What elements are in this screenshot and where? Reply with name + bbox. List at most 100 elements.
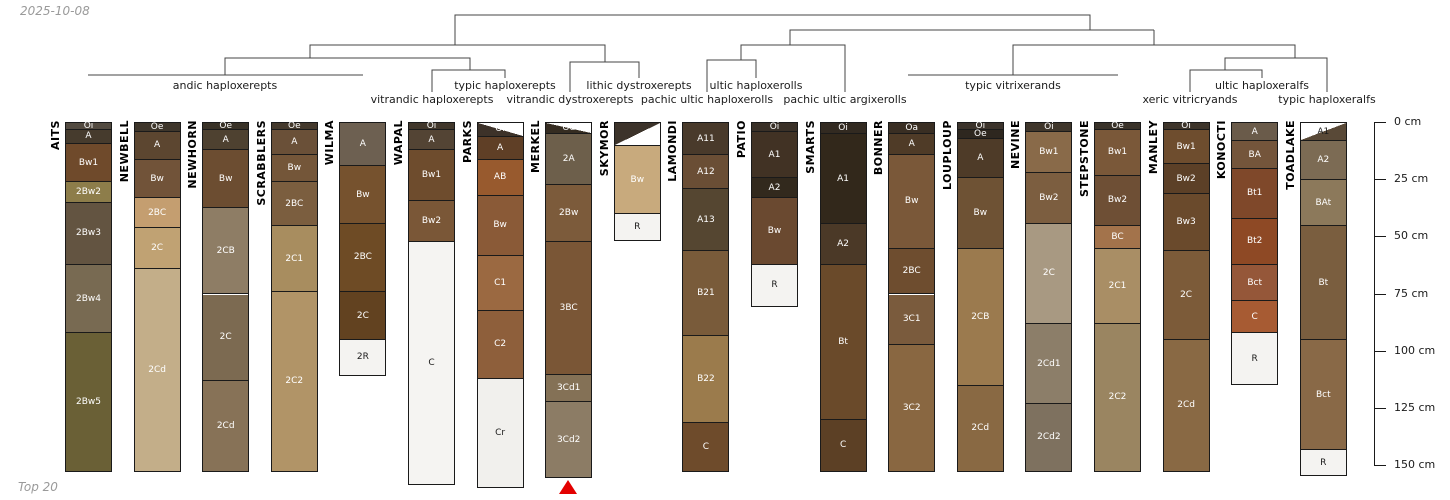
column-name-merkel: MERKEL	[529, 120, 543, 173]
horizon-2Bw3: 2Bw3	[66, 203, 111, 265]
horizon-C: C	[683, 422, 729, 471]
horizon-label: Bt2	[1246, 236, 1263, 247]
dendrogram	[88, 14, 1328, 92]
soil-column-wilma: A Bw 2BC 2C 2R	[339, 122, 387, 376]
horizon-label: 2C	[1042, 268, 1055, 279]
soil-column-newhorn: Oe A Bw 2CB 2C 2Cd	[202, 121, 250, 472]
horizon-label: Oi	[769, 122, 780, 133]
horizon-label: A	[85, 131, 92, 142]
horizon-A: A	[957, 139, 1003, 178]
horizon-A: A	[134, 132, 180, 160]
horizon-Oe: Oe	[546, 123, 592, 135]
horizon-label: A1	[837, 173, 850, 184]
horizon-A1: A1	[752, 132, 797, 178]
horizon-2BC: 2BC	[889, 248, 935, 295]
horizon-2Bw4: 2Bw4	[66, 264, 111, 334]
horizon-label: A2	[768, 182, 781, 193]
horizon-label: R	[634, 222, 641, 233]
soil-column-wapal: Oi A Bw1 Bw2 C	[408, 121, 455, 486]
horizon-label: 2R	[356, 352, 369, 363]
horizon-2C2: 2C2	[271, 292, 317, 471]
horizon-label: C	[1251, 311, 1258, 322]
horizon-label: Bw2	[1107, 195, 1128, 206]
horizon-A11: A11	[683, 123, 729, 155]
horizon-label: 3BC	[559, 302, 578, 313]
horizon-label: A	[497, 142, 504, 153]
horizon-Bct: Bct	[1232, 264, 1278, 302]
horizon-label: 2C	[356, 310, 369, 321]
horizon-label: Bw	[493, 220, 507, 231]
dendrogram-label: vitrandic haploxerepts	[370, 93, 494, 106]
horizon-label: Bt1	[1246, 188, 1263, 199]
horizon-label: C1	[494, 277, 507, 288]
horizon-Bw1: Bw1	[1026, 132, 1072, 174]
horizon-3Cd2: 3Cd2	[546, 401, 592, 478]
horizon-Bw1: Bw1	[409, 150, 454, 201]
horizon-label: A	[222, 134, 229, 145]
horizon-label: Oe	[150, 122, 164, 133]
horizon-label: 2C	[1180, 290, 1193, 301]
horizon-A: A	[271, 129, 317, 155]
horizon-3C2: 3C2	[889, 344, 935, 471]
horizon-label: Bct	[1247, 277, 1263, 288]
soil-column-louploup: Oi Oe A Bw 2CB 2Cd	[956, 121, 1004, 472]
dendrogram-label: pachic ultic haploxerolls	[640, 93, 774, 106]
horizon-2C1: 2C1	[271, 225, 317, 293]
depth-tick-label: 100 cm	[1394, 343, 1436, 357]
horizon-Oi: Oi	[1163, 121, 1209, 130]
horizon-Oi: Oi	[957, 121, 1003, 130]
depth-tick-label: 25 cm	[1394, 172, 1429, 186]
depth-tick	[1374, 465, 1386, 466]
horizon-C2: C2	[477, 310, 523, 380]
horizon-2BC: 2BC	[271, 182, 317, 226]
horizon-label: Cr	[495, 427, 506, 438]
horizon-Oe: Oe	[134, 122, 180, 133]
column-name-skymor: SKYMOR	[597, 120, 611, 177]
horizon-label: A	[154, 140, 161, 151]
horizon-Oi: Oi	[752, 122, 797, 133]
horizon-label: 2Cd1	[1037, 358, 1061, 369]
depth-tick-label: 75 cm	[1394, 286, 1429, 300]
horizon-3BC: 3BC	[546, 241, 592, 375]
horizon-label: Bw1	[78, 157, 99, 168]
soil-column-konocti: A BA Bt1 Bt2 Bct C R	[1231, 122, 1279, 385]
horizon-2A: 2A	[546, 134, 592, 185]
horizon-label: Oi	[495, 124, 505, 135]
horizon-2CB: 2CB	[957, 248, 1003, 386]
horizon-label: 2Bw4	[76, 293, 101, 304]
soil-column-skymor: Bw R	[613, 122, 661, 241]
horizon-label: Oe	[1111, 120, 1124, 131]
dendrogram-label: vitrandic dystroxerepts	[506, 93, 634, 106]
horizon-Oi: Oi	[1026, 122, 1072, 133]
depth-tick	[1374, 350, 1386, 352]
horizon-label: 2Cd	[216, 420, 235, 431]
horizon-label: Oi	[1044, 122, 1054, 133]
horizon-label: 2C2	[285, 376, 304, 387]
horizon-Bw: Bw	[203, 150, 249, 208]
horizon-Bw2: Bw2	[1095, 175, 1140, 226]
horizon-A: A	[66, 129, 111, 144]
horizon-2C: 2C	[1026, 223, 1072, 325]
horizon-label: A13	[697, 214, 715, 225]
horizon-wedge	[614, 123, 660, 146]
horizon-C: C	[1232, 301, 1278, 334]
horizon-Bt2: Bt2	[1232, 219, 1278, 265]
horizon-label: Bw3	[1176, 216, 1196, 227]
horizon-label: R	[771, 280, 778, 291]
horizon-Bt: Bt	[1300, 225, 1346, 341]
horizon-label: C2	[494, 339, 507, 350]
horizon-label: R	[1320, 457, 1327, 468]
horizon-label: Bw1	[1039, 147, 1059, 158]
horizon-Bw3: Bw3	[1163, 193, 1209, 252]
horizon-label: Bw	[973, 207, 988, 218]
horizon-A: A	[477, 136, 523, 160]
horizon-label: Bt	[1318, 277, 1329, 288]
column-name-bonner: BONNER	[872, 120, 886, 176]
dendrogram-lines	[88, 14, 1328, 92]
horizon-label: Bw	[767, 226, 782, 237]
horizon-BC: BC	[1095, 225, 1140, 249]
horizon-Bw: Bw	[889, 155, 935, 249]
horizon-label: Bt	[838, 337, 848, 347]
column-name-louploup: LOUPLOUP	[940, 120, 954, 190]
horizon-A13: A13	[683, 189, 729, 252]
